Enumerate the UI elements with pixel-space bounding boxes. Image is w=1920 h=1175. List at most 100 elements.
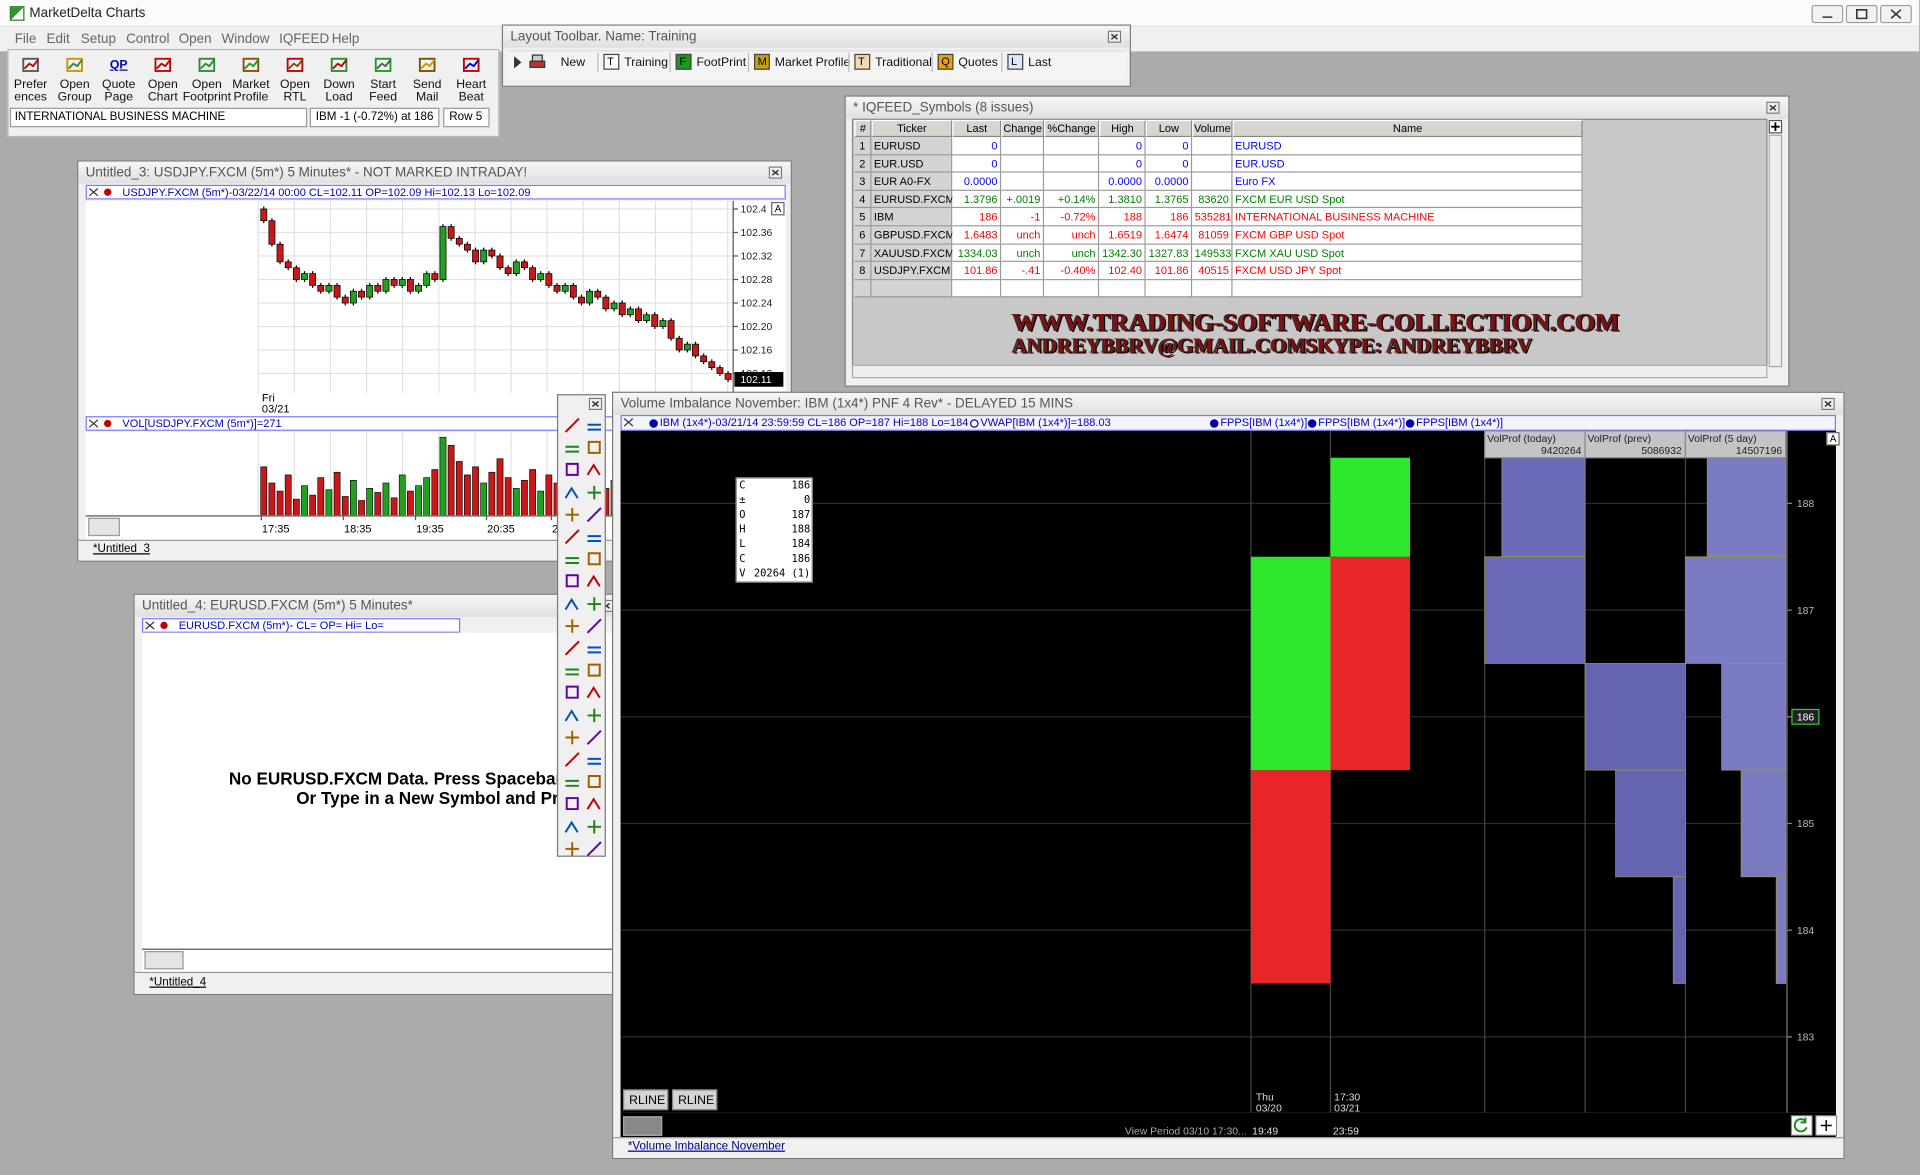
menu-item[interactable]: IQFEED <box>279 31 330 47</box>
palette-tool[interactable] <box>585 550 603 568</box>
palette-tool[interactable] <box>585 505 603 523</box>
column-header-label[interactable]: Last <box>966 122 988 135</box>
menu-item[interactable]: Control <box>126 31 170 47</box>
palette-tool[interactable] <box>563 728 581 746</box>
column-header-label[interactable]: %Change <box>1047 122 1096 135</box>
toolbar-label[interactable]: Start <box>370 78 397 92</box>
palette-tool[interactable] <box>585 683 603 701</box>
palette-tool[interactable] <box>585 461 603 479</box>
palette-tool[interactable] <box>585 817 603 835</box>
palette-tool[interactable] <box>563 461 581 479</box>
palette-tool[interactable] <box>563 683 581 701</box>
toolbar-label[interactable]: Open <box>191 78 222 92</box>
palette-tool[interactable] <box>563 416 581 434</box>
palette-tool[interactable] <box>585 483 603 501</box>
palette-tool[interactable] <box>563 773 581 791</box>
layout-key[interactable]: T <box>858 55 865 68</box>
menu-item[interactable]: Window <box>221 31 270 47</box>
toolbar-label[interactable]: Quote <box>102 78 136 92</box>
window-control[interactable] <box>1845 4 1878 24</box>
window-tab[interactable]: *Untitled_4 <box>149 975 207 989</box>
palette-tool[interactable] <box>563 617 581 635</box>
layout-key[interactable]: F <box>679 55 687 68</box>
toolbar-label[interactable]: Mail <box>415 90 439 105</box>
palette-tool[interactable] <box>585 728 603 746</box>
palette-tool[interactable] <box>563 550 581 568</box>
palette-tool[interactable] <box>563 639 581 657</box>
play-button[interactable] <box>513 55 523 70</box>
column-header-label[interactable]: Name <box>1392 122 1423 135</box>
layout-key[interactable]: L <box>1011 55 1018 68</box>
close-button[interactable] <box>1821 397 1835 411</box>
toolbar-label[interactable]: Page <box>104 90 134 105</box>
window-tab[interactable]: *Untitled_3 <box>93 542 150 556</box>
toolbar-label[interactable]: Open <box>147 78 178 92</box>
palette-tool[interactable] <box>563 505 581 523</box>
layout-item[interactable]: FootPrint <box>696 56 747 70</box>
column-header-label[interactable]: High <box>1111 122 1134 135</box>
toolbar-label[interactable]: Down <box>323 78 355 92</box>
palette-tool[interactable] <box>563 483 581 501</box>
layout-key[interactable]: T <box>607 55 614 68</box>
palette-tool[interactable] <box>585 795 603 813</box>
palette-tool[interactable] <box>585 706 603 724</box>
palette-tool[interactable] <box>585 594 603 612</box>
toolbar-label[interactable]: Prefer <box>13 78 48 92</box>
layout-item[interactable]: Market Profile <box>774 56 851 70</box>
palette-tool[interactable] <box>585 528 603 546</box>
palette-tool[interactable] <box>585 750 603 768</box>
column-header-label[interactable]: Volume <box>1193 122 1231 135</box>
close-button[interactable] <box>1107 30 1122 43</box>
toolbar-label[interactable]: Footprint <box>182 90 232 105</box>
column-header-label[interactable]: Low <box>1158 122 1180 135</box>
palette-tool[interactable] <box>563 528 581 546</box>
palette-tool[interactable] <box>585 773 603 791</box>
toolbar-label[interactable]: Group <box>57 90 92 105</box>
toolbar-label[interactable]: Send <box>412 78 442 92</box>
toolbar-label[interactable]: Profile <box>233 90 269 105</box>
palette-tool[interactable] <box>585 438 603 456</box>
palette-tool[interactable] <box>563 750 581 768</box>
layout-key[interactable]: Q <box>941 55 950 68</box>
menu-item[interactable]: Edit <box>46 31 70 47</box>
menu-item[interactable]: Setup <box>80 31 116 47</box>
palette-tool[interactable] <box>563 661 581 679</box>
window-control[interactable] <box>1880 4 1912 24</box>
window-tab[interactable]: *Volume Imbalance November <box>627 1139 785 1154</box>
layout-item[interactable]: Training <box>624 56 669 70</box>
add-button[interactable] <box>1815 1115 1838 1136</box>
rline-button[interactable]: RLINE <box>671 1089 718 1111</box>
refresh-button[interactable] <box>1790 1115 1813 1136</box>
layout-key[interactable]: M <box>757 55 767 68</box>
close-button[interactable] <box>1766 101 1780 114</box>
toolbar-label[interactable]: Load <box>325 90 353 105</box>
toolbar-label[interactable]: Heart <box>456 78 487 92</box>
palette-tool[interactable] <box>563 706 581 724</box>
menu-item[interactable]: Open <box>178 31 212 47</box>
rline-button[interactable]: RLINE <box>623 1089 669 1111</box>
autoscale-button[interactable]: A <box>771 201 786 216</box>
menu-item[interactable]: Help <box>331 31 360 47</box>
palette-tool[interactable] <box>585 617 603 635</box>
menu-item[interactable]: File <box>14 31 37 47</box>
window-control[interactable] <box>1811 4 1844 24</box>
palette-tool[interactable] <box>563 438 581 456</box>
toolbar-label[interactable]: Feed <box>369 90 398 105</box>
layout-item[interactable]: Traditional <box>875 56 932 70</box>
layout-item[interactable]: Last <box>1028 56 1052 70</box>
palette-tool[interactable] <box>563 839 581 857</box>
toolbar-label[interactable]: Chart <box>147 90 178 105</box>
palette-tool[interactable] <box>563 594 581 612</box>
toolbar-label[interactable]: Beat <box>458 90 484 105</box>
column-header-label[interactable]: Change <box>1003 122 1042 135</box>
close-button[interactable] <box>768 166 783 179</box>
palette-tool[interactable] <box>563 795 581 813</box>
toolbar-label[interactable]: Open <box>59 78 90 92</box>
palette-tool[interactable] <box>563 572 581 590</box>
toolbar-label[interactable]: Open <box>280 78 310 92</box>
toolbar-label[interactable]: ences <box>14 90 47 105</box>
column-header-label[interactable]: # <box>859 122 866 135</box>
close-button[interactable] <box>588 397 603 411</box>
palette-tool[interactable] <box>563 817 581 835</box>
layout-item[interactable]: New <box>560 56 586 70</box>
